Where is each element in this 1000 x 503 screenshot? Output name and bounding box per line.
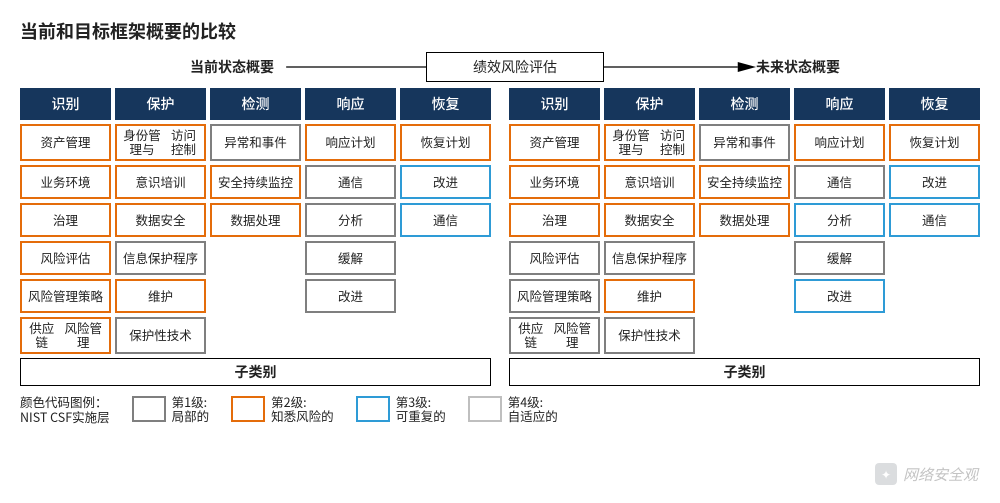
framework-cell: 响应计划 (794, 124, 885, 161)
framework-cell: 恢复计划 (400, 124, 491, 161)
framework-cell: 数据处理 (699, 203, 790, 237)
current-framework: 识别保护检测响应恢复资产管理身份管理与访问控制异常和事件响应计划恢复计划业务环境… (20, 88, 491, 386)
watermark-text: 网络安全观 (903, 464, 978, 485)
framework-cell: 维护 (115, 279, 206, 313)
framework-cell: 恢复计划 (889, 124, 980, 161)
framework-cell: 异常和事件 (699, 124, 790, 161)
column-header: 恢复 (400, 88, 491, 120)
framework-cell: 通信 (400, 203, 491, 237)
legend-label: 颜色代码图例：NIST CSF实施层 (20, 394, 110, 425)
framework-cell: 资产管理 (509, 124, 600, 161)
framework-cell: 身份管理与访问控制 (604, 124, 695, 161)
framework-cell: 保护性技术 (604, 317, 695, 354)
legend: 颜色代码图例：NIST CSF实施层 第1级:局部的 第2级:知悉风险的 第3级:可… (20, 394, 980, 425)
framework-cell: 改进 (400, 165, 491, 199)
framework-cell: 响应计划 (305, 124, 396, 161)
legend-swatch (132, 396, 166, 422)
framework-cell: 缓解 (305, 241, 396, 275)
column-header: 恢复 (889, 88, 980, 120)
framework-cell: 数据安全 (115, 203, 206, 237)
sub-bar-future: 子类别 (509, 358, 980, 386)
framework-cell: 改进 (305, 279, 396, 313)
future-state-label: 未来状态概要 (756, 57, 840, 77)
framework-cell: 业务环境 (20, 165, 111, 199)
framework-cell: 安全持续监控 (210, 165, 301, 199)
framework-cell: 信息保护程序 (115, 241, 206, 275)
sub-bar-current: 子类别 (20, 358, 491, 386)
framework-cell: 数据安全 (604, 203, 695, 237)
framework-cell: 保护性技术 (115, 317, 206, 354)
framework-cell: 意识培训 (115, 165, 206, 199)
framework-cell: 信息保护程序 (604, 241, 695, 275)
legend-text: 第4级:自适应的 (508, 395, 558, 423)
legend-item: 第4级:自适应的 (468, 395, 558, 423)
framework-cell: 安全持续监控 (699, 165, 790, 199)
legend-item: 第3级:可重复的 (356, 395, 446, 423)
legend-text: 第1级:局部的 (172, 395, 210, 423)
framework-cell: 风险评估 (20, 241, 111, 275)
top-flow-row: 当前状态概要 绩效风险评估 未来状态概要 (20, 52, 980, 82)
framework-cell: 风险管理策略 (509, 279, 600, 313)
column-header: 检测 (210, 88, 301, 120)
framework-cell: 缓解 (794, 241, 885, 275)
column-header: 保护 (604, 88, 695, 120)
legend-item: 第2级:知悉风险的 (231, 395, 334, 423)
framework-cell: 供应链风险管理 (509, 317, 600, 354)
framework-cell: 通信 (794, 165, 885, 199)
framework-cell: 风险评估 (509, 241, 600, 275)
framework-cell: 风险管理策略 (20, 279, 111, 313)
legend-text: 第3级:可重复的 (396, 395, 446, 423)
legend-text: 第2级:知悉风险的 (271, 395, 334, 423)
arrow-right (604, 60, 756, 74)
framework-cell: 分析 (794, 203, 885, 237)
wechat-icon: ✦ (875, 463, 897, 485)
arrow-left (274, 60, 426, 74)
framework-cell: 资产管理 (20, 124, 111, 161)
future-framework: 识别保护检测响应恢复资产管理身份管理与访问控制异常和事件响应计划恢复计划业务环境… (509, 88, 980, 386)
column-header: 保护 (115, 88, 206, 120)
column-header: 响应 (305, 88, 396, 120)
framework-cell: 通信 (305, 165, 396, 199)
framework-cell: 治理 (509, 203, 600, 237)
column-header: 识别 (20, 88, 111, 120)
legend-swatch (356, 396, 390, 422)
framework-cell: 意识培训 (604, 165, 695, 199)
mid-assessment-box: 绩效风险评估 (426, 52, 604, 82)
framework-cell: 异常和事件 (210, 124, 301, 161)
column-header: 检测 (699, 88, 790, 120)
page-title: 当前和目标框架概要的比较 (20, 18, 980, 44)
framework-cell: 改进 (794, 279, 885, 313)
watermark: ✦ 网络安全观 (875, 463, 978, 485)
framework-cell: 维护 (604, 279, 695, 313)
framework-cell: 业务环境 (509, 165, 600, 199)
framework-cell: 数据处理 (210, 203, 301, 237)
column-header: 识别 (509, 88, 600, 120)
legend-swatch (468, 396, 502, 422)
frameworks-row: 识别保护检测响应恢复资产管理身份管理与访问控制异常和事件响应计划恢复计划业务环境… (20, 88, 980, 386)
framework-cell: 供应链风险管理 (20, 317, 111, 354)
framework-cell: 通信 (889, 203, 980, 237)
framework-cell: 治理 (20, 203, 111, 237)
framework-cell: 身份管理与访问控制 (115, 124, 206, 161)
legend-item: 第1级:局部的 (132, 395, 210, 423)
column-header: 响应 (794, 88, 885, 120)
framework-cell: 改进 (889, 165, 980, 199)
legend-swatch (231, 396, 265, 422)
current-state-label: 当前状态概要 (190, 57, 274, 77)
framework-cell: 分析 (305, 203, 396, 237)
